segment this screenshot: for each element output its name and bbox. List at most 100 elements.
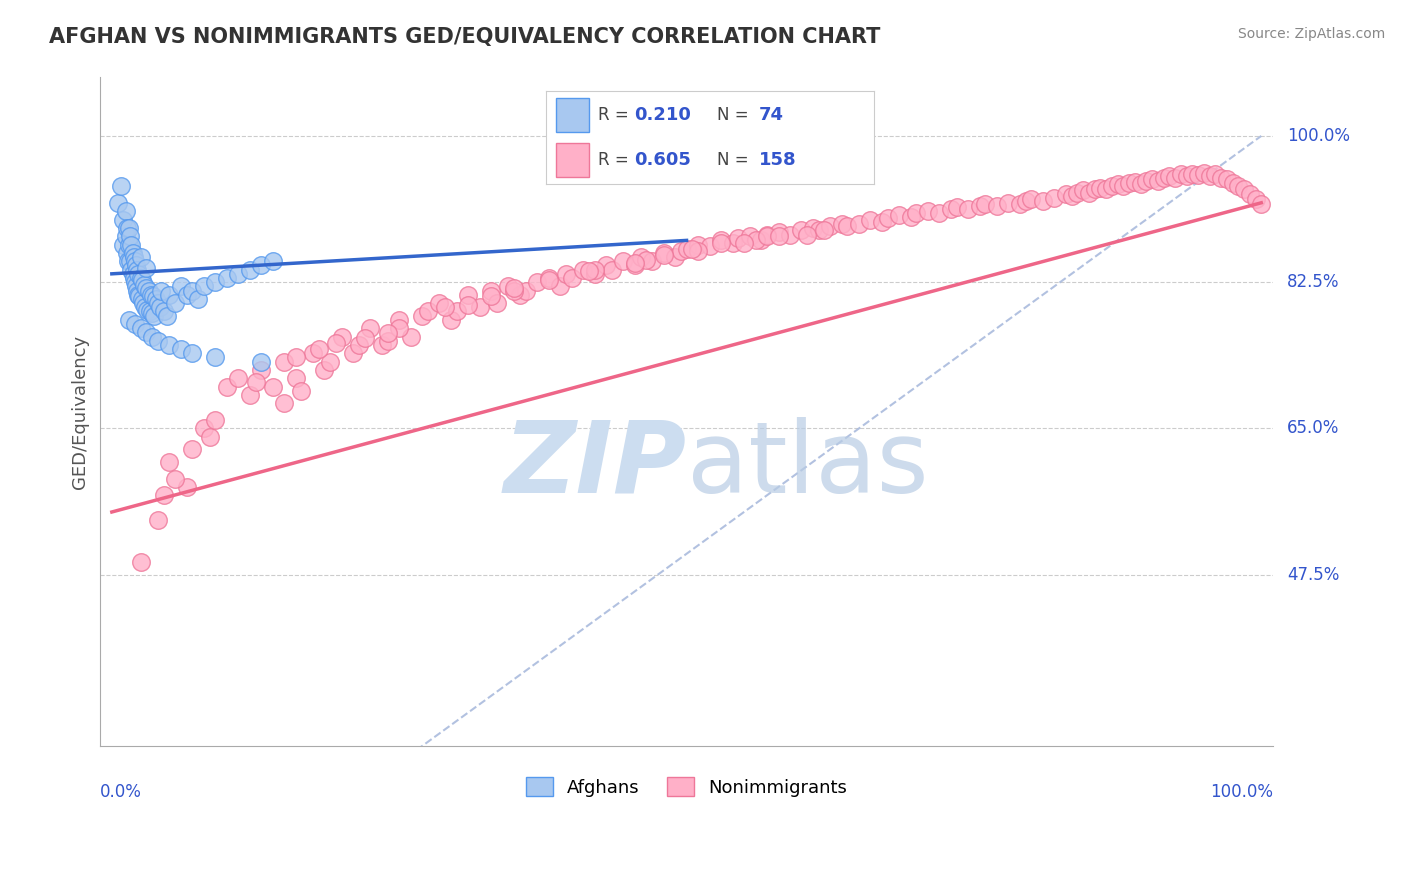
Point [136,302,159,317]
Point [837,219,859,234]
Point [641,254,664,268]
Point [157,338,180,352]
Point [801,220,824,235]
Point [127,262,149,277]
Point [139,304,162,318]
Point [457,298,479,312]
Point [1159,169,1181,183]
Point [353,331,375,345]
Point [112,237,135,252]
Point [120,229,142,244]
Point [905,206,928,220]
Point [150,284,173,298]
Point [1216,172,1239,186]
Point [152,304,174,318]
Point [118,220,141,235]
Point [129,271,152,285]
Point [578,264,600,278]
Point [807,223,830,237]
Point [250,354,273,368]
Point [1021,192,1043,206]
Point [120,237,142,252]
Point [204,275,226,289]
Point [537,273,560,287]
Point [768,229,790,244]
Point [181,442,204,457]
Point [889,208,911,222]
Point [141,329,163,343]
Point [1008,197,1031,211]
Point [1101,179,1123,194]
Point [284,371,307,385]
Point [1250,197,1272,211]
Point [250,259,273,273]
Point [1192,166,1215,180]
Point [1066,186,1088,200]
Point [226,267,249,281]
Point [1239,187,1261,202]
Point [129,555,152,569]
Point [138,284,160,298]
Point [127,284,149,298]
Point [146,334,169,348]
Point [818,219,841,234]
Point [1227,179,1250,194]
Point [612,254,634,268]
Point [1129,177,1152,191]
Point [122,250,145,264]
Point [145,292,167,306]
Point [485,296,508,310]
Y-axis label: GED/Equivalency: GED/Equivalency [72,334,89,489]
Point [1084,182,1107,196]
Point [945,200,967,214]
Point [733,235,755,250]
Point [198,430,221,444]
Point [330,329,353,343]
Point [135,260,157,275]
Text: atlas: atlas [686,417,928,514]
Point [727,231,749,245]
Point [139,287,162,301]
Point [132,277,155,292]
Point [813,222,835,236]
Point [446,304,468,318]
Point [1140,172,1163,186]
Point [1095,182,1118,196]
Point [1123,175,1146,189]
Point [181,284,204,298]
Point [779,227,801,242]
Point [319,354,342,368]
Point [157,455,180,469]
Point [239,388,262,402]
Point [790,222,813,236]
Point [142,289,165,303]
Point [479,284,502,298]
Point [561,271,583,285]
Point [115,220,138,235]
Point [1244,192,1267,206]
Point [900,210,922,224]
Point [686,244,709,259]
Text: 100.0%: 100.0% [1286,127,1350,145]
Point [325,336,347,351]
Point [600,262,623,277]
Point [156,309,179,323]
Text: 0.0%: 0.0% [100,783,142,801]
Point [859,212,882,227]
Point [1060,189,1083,203]
Point [117,254,139,268]
Point [131,292,153,306]
Point [1153,170,1175,185]
Point [738,229,761,244]
Point [112,212,135,227]
Point [498,279,520,293]
Point [1077,186,1099,200]
Point [1209,170,1232,185]
Point [537,271,560,285]
Point [204,413,226,427]
Point [1090,180,1112,194]
Point [756,227,779,242]
Point [1204,167,1226,181]
Point [125,259,148,273]
Point [187,292,209,306]
